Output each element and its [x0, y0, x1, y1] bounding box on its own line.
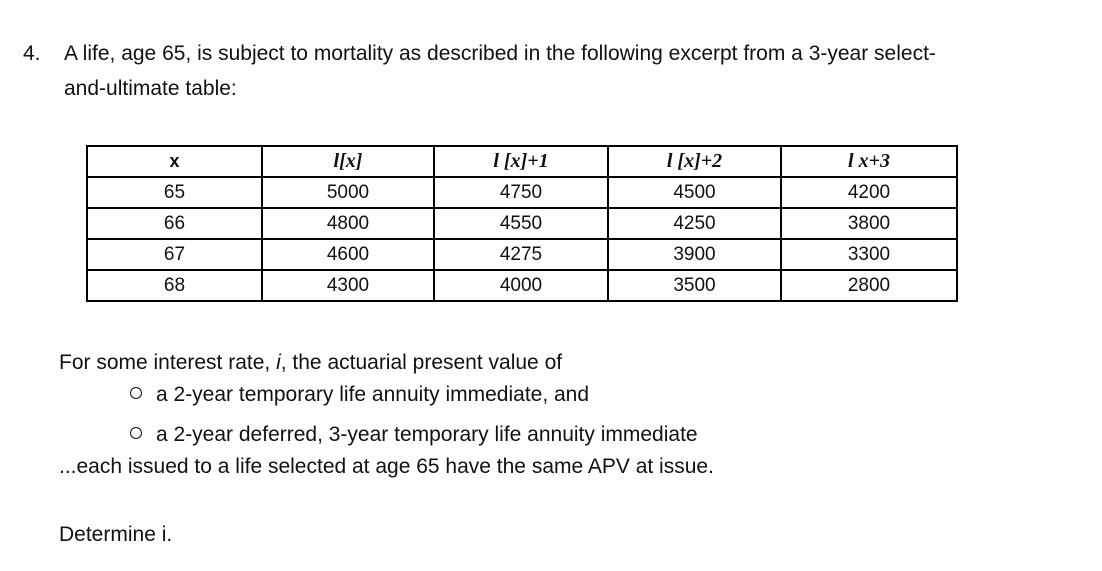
bullet-item: a 2-year deferred, 3-year temporary life… — [130, 422, 698, 448]
cell-l-select: 4600 — [261, 238, 435, 271]
table-row: 65 5000 4750 4500 4200 — [86, 176, 958, 209]
header-l-select: l[x] — [261, 145, 435, 178]
cell-x: 66 — [86, 207, 263, 240]
cell-x: 67 — [86, 238, 263, 271]
annuity-intro: For some interest rate, i, the actuarial… — [59, 350, 562, 376]
bullet-item: a 2-year temporary life annuity immediat… — [130, 382, 589, 408]
cell-l-ultimate: 3800 — [780, 207, 958, 240]
cell-l-select-plus-2: 3900 — [607, 238, 782, 271]
bullet-text: a 2-year temporary life annuity immediat… — [156, 383, 590, 406]
conclusion-text: ...each issued to a life selected at age… — [59, 455, 714, 478]
header-l-ultimate: l x+3 — [780, 145, 958, 178]
question-intro-line-1: A life, age 65, is subject to mortality … — [64, 42, 936, 65]
cell-l-ultimate: 2800 — [780, 269, 958, 302]
cell-l-ultimate: 3300 — [780, 238, 958, 271]
cell-l-select: 5000 — [261, 176, 435, 209]
intro-prefix: For some interest rate, — [59, 351, 277, 374]
hollow-circle-bullet-icon — [130, 427, 142, 440]
header-x: x — [86, 145, 263, 178]
cell-l-select-plus-1: 4550 — [433, 207, 609, 240]
cell-l-select-plus-1: 4750 — [433, 176, 609, 209]
cell-l-select: 4800 — [261, 207, 435, 240]
cell-l-select-plus-1: 4275 — [433, 238, 609, 271]
cell-l-select-plus-2: 3500 — [607, 269, 782, 302]
table-row: 66 4800 4550 4250 3800 — [86, 207, 958, 240]
header-l-select-plus-2: l [x]+2 — [607, 145, 782, 178]
cell-l-select-plus-2: 4500 — [607, 176, 782, 209]
cell-l-ultimate: 4200 — [780, 176, 958, 209]
cell-x: 65 — [86, 176, 263, 209]
question-prompt: Determine i. — [59, 523, 173, 546]
select-ultimate-table: x l[x] l [x]+1 l [x]+2 l x+3 65 5000 475… — [86, 145, 958, 302]
interest-rate-variable: i — [276, 351, 281, 374]
cell-l-select-plus-2: 4250 — [607, 207, 782, 240]
question-intro-line-2: and-ultimate table: — [64, 77, 237, 100]
table-row: 68 4300 4000 3500 2800 — [86, 269, 958, 302]
hollow-circle-bullet-icon — [130, 387, 142, 400]
question-number: 4. — [23, 42, 41, 65]
bullet-text: a 2-year deferred, 3-year temporary life… — [156, 423, 698, 446]
header-l-select-plus-1: l [x]+1 — [433, 145, 609, 178]
intro-suffix: , the actuarial present value of — [280, 351, 563, 374]
cell-l-select: 4300 — [261, 269, 435, 302]
cell-l-select-plus-1: 4000 — [433, 269, 609, 302]
table-header-row: x l[x] l [x]+1 l [x]+2 l x+3 — [86, 145, 958, 178]
table-row: 67 4600 4275 3900 3300 — [86, 238, 958, 271]
cell-x: 68 — [86, 269, 263, 302]
